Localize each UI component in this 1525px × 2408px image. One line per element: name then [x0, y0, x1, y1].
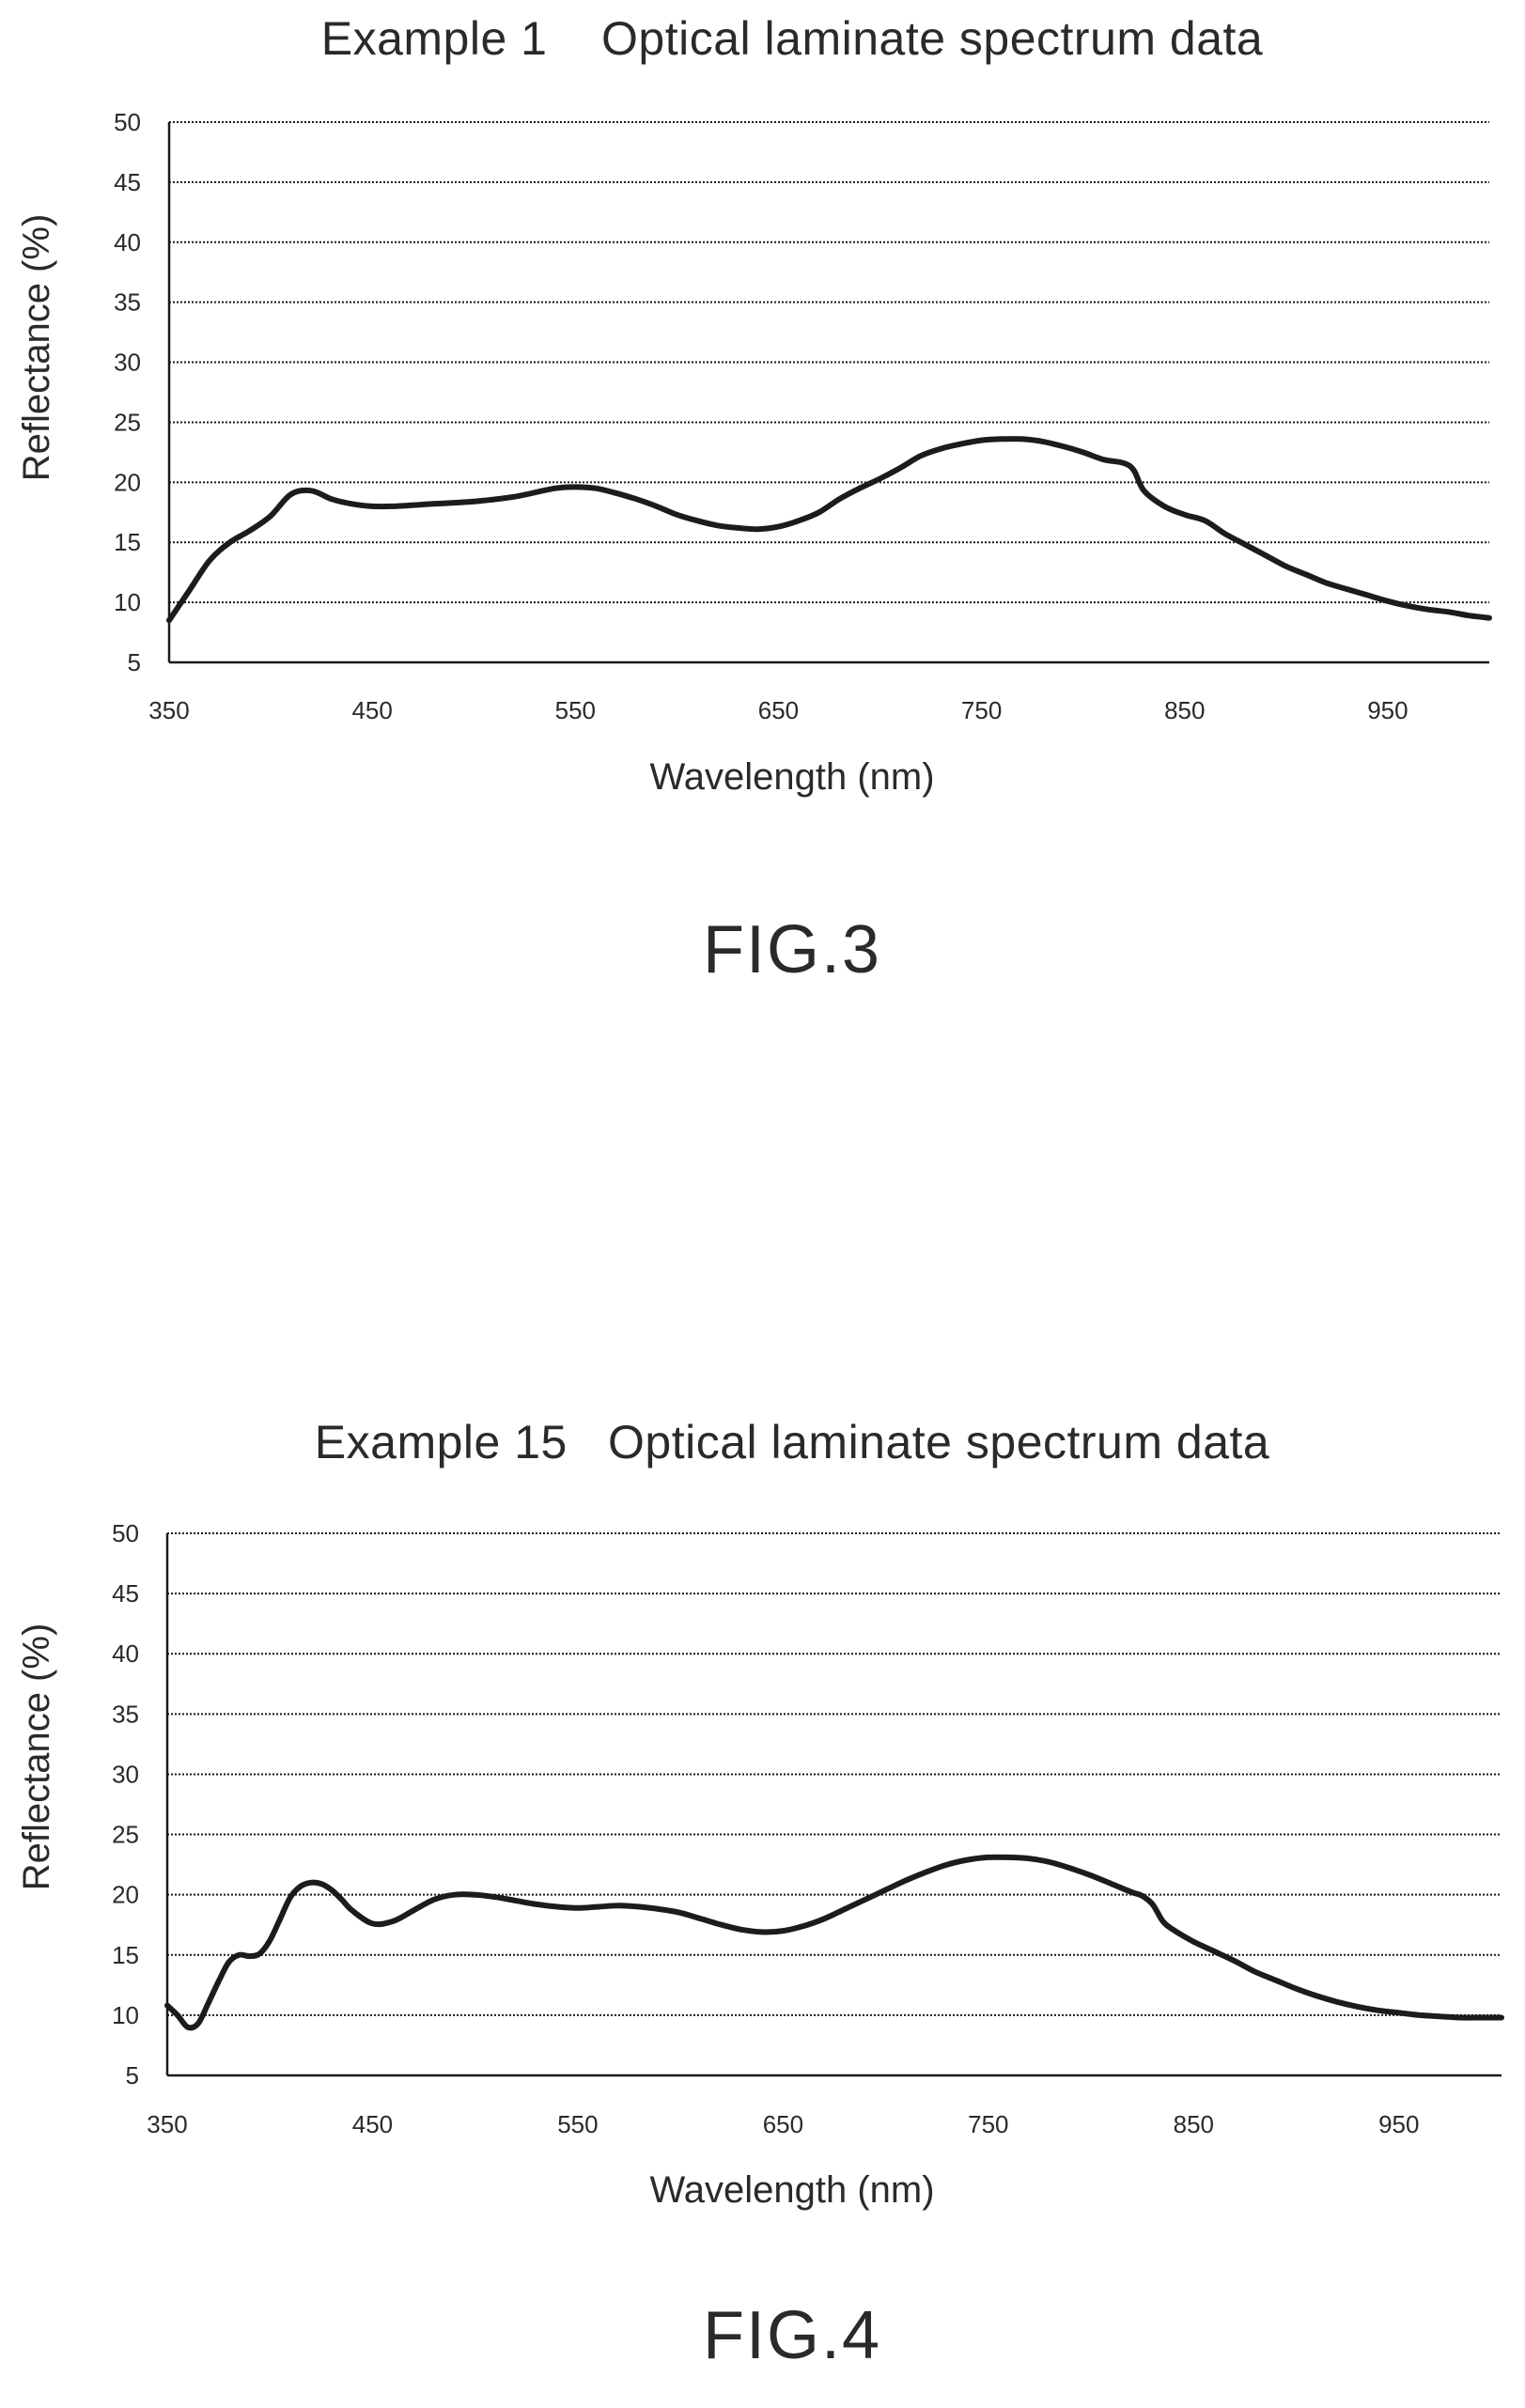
x-tick-label: 450: [352, 2110, 393, 2138]
x-tick-label: 350: [147, 2110, 187, 2138]
y-tick-labels: 5 10 15 20 25 30 35 40 45 50: [112, 1519, 139, 2090]
y-tick-label: 35: [112, 1700, 139, 1728]
y-tick-label: 10: [112, 2001, 139, 2029]
y-tick-label: 5: [128, 648, 141, 676]
y-tick-label: 30: [112, 1760, 139, 1788]
chart-example-15: Example 15 Optical laminate spectrum dat…: [16, 1416, 1504, 2373]
y-tick-label: 5: [126, 2061, 139, 2090]
x-tick-label: 450: [351, 696, 392, 724]
y-tick-label: 50: [112, 1519, 139, 1547]
axes: [165, 1533, 1502, 2077]
x-tick-label: 550: [555, 696, 596, 724]
x-tick-label: 650: [758, 696, 799, 724]
x-tick-labels: 350 450 550 650 750 850 950: [147, 2110, 1419, 2138]
gridlines: [167, 1532, 1502, 2016]
figure-caption: FIG.4: [703, 2298, 881, 2373]
chart-title: Example 15 Optical laminate spectrum dat…: [315, 1416, 1269, 1468]
series-line-0: [164, 1854, 1504, 2031]
x-tick-label: 650: [763, 2110, 803, 2138]
y-tick-label: 25: [112, 1821, 139, 1849]
x-tick-label: 850: [1164, 696, 1205, 724]
figure-3: Example 1 Optical laminate spectrum data…: [0, 0, 1525, 1193]
y-tick-label: 20: [112, 1881, 139, 1909]
x-tick-label: 550: [557, 2110, 598, 2138]
y-tick-label: 15: [112, 1941, 139, 1969]
x-tick-label: 750: [968, 2110, 1008, 2138]
x-tick-label: 950: [1378, 2110, 1419, 2138]
y-tick-label: 20: [114, 468, 141, 496]
y-axis-title: Reflectance (%): [16, 214, 57, 482]
chart-title: Example 1 Optical laminate spectrum data: [321, 12, 1264, 65]
series: [164, 1854, 1504, 2031]
y-tick-label: 45: [112, 1579, 139, 1608]
gridlines: [169, 121, 1489, 604]
x-tick-label: 350: [148, 696, 189, 724]
y-tick-label: 40: [112, 1639, 139, 1668]
y-tick-label: 15: [114, 528, 141, 556]
x-tick-label: 950: [1367, 696, 1408, 724]
y-tick-labels: 5 10 15 20 25 30 35 40 45 50: [114, 108, 141, 676]
y-axis-title: Reflectance (%): [16, 1623, 57, 1891]
figure-4: Example 15 Optical laminate spectrum dat…: [0, 1193, 1525, 2403]
x-axis-title: Wavelength (nm): [649, 756, 934, 798]
x-tick-labels: 350 450 550 650 750 850 950: [148, 696, 1408, 724]
series: [166, 436, 1492, 624]
chart-example-1: Example 1 Optical laminate spectrum data…: [16, 12, 1492, 987]
y-tick-label: 25: [114, 408, 141, 436]
y-tick-label: 10: [114, 588, 141, 616]
y-tick-label: 50: [114, 108, 141, 136]
x-axis-title: Wavelength (nm): [649, 2169, 934, 2211]
y-tick-label: 40: [114, 228, 141, 256]
x-tick-label: 750: [961, 696, 1002, 724]
axes: [167, 122, 1489, 664]
y-tick-label: 30: [114, 349, 141, 377]
series-line-0: [166, 436, 1492, 624]
y-tick-label: 45: [114, 168, 141, 196]
y-tick-label: 35: [114, 288, 141, 317]
x-tick-label: 850: [1174, 2110, 1214, 2138]
figure-caption: FIG.3: [703, 912, 881, 987]
